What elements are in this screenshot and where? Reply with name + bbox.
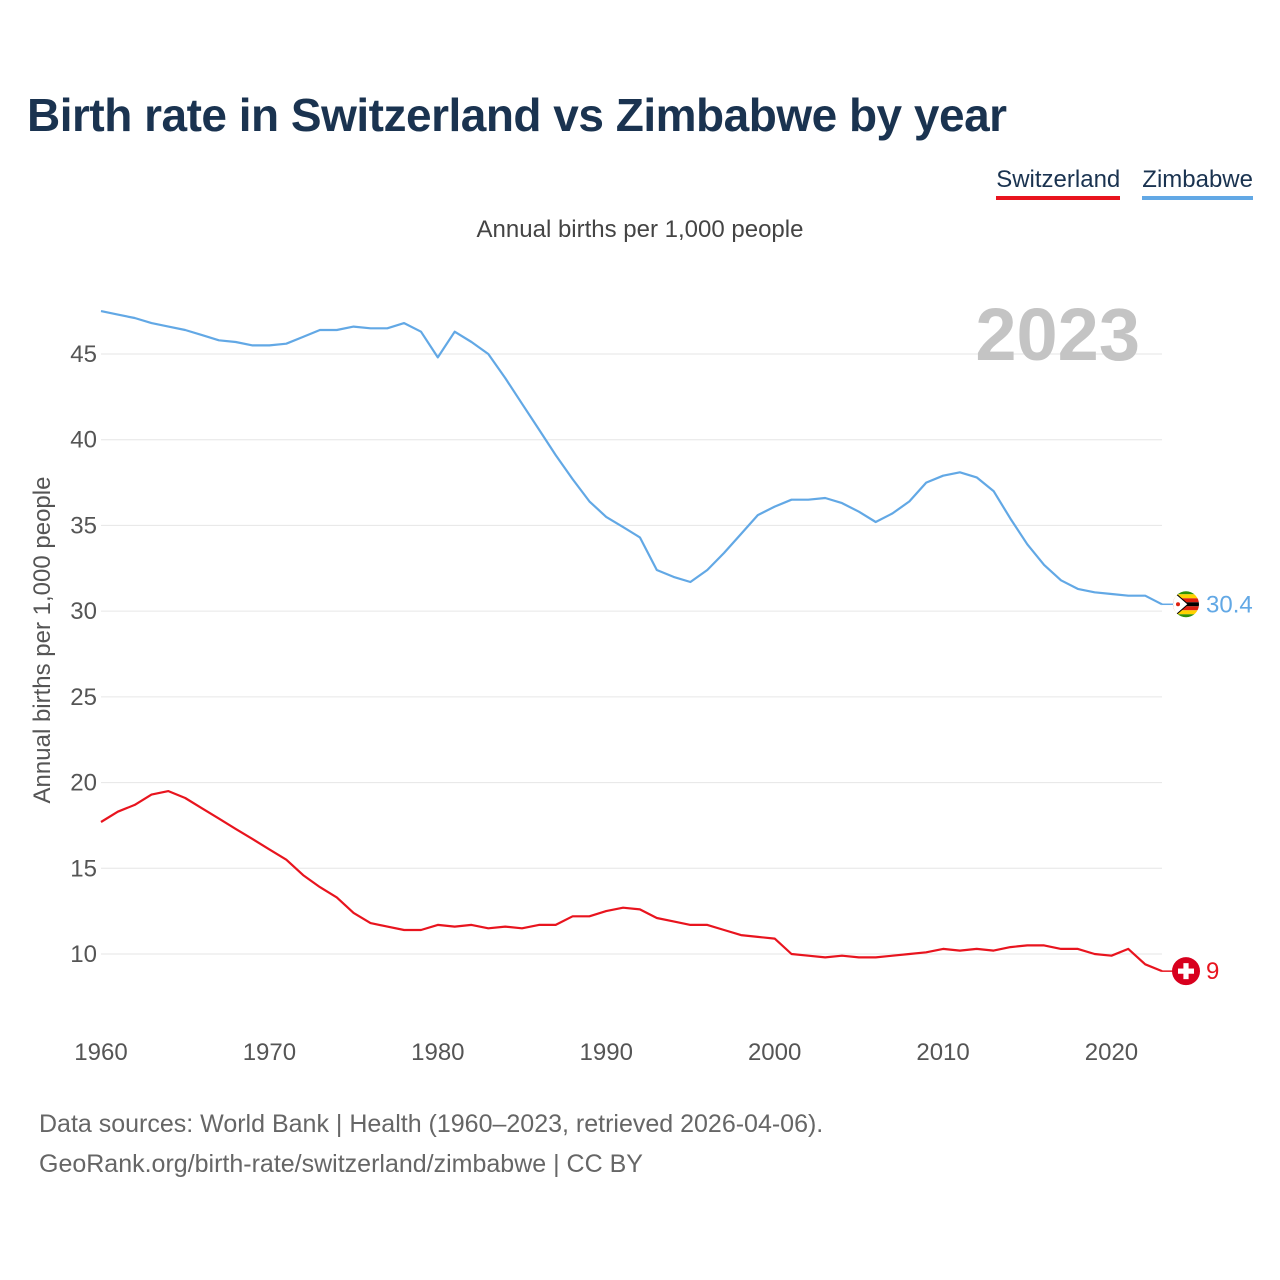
y-tick-label: 25 xyxy=(70,684,97,711)
x-tick-label: 1980 xyxy=(411,1039,464,1066)
y-tick-label: 40 xyxy=(70,427,97,454)
chart-subtitle: Annual births per 1,000 people xyxy=(476,216,804,243)
x-tick-label: 1960 xyxy=(74,1039,127,1066)
series-line-switzerland xyxy=(100,790,1163,973)
x-tick-label: 2020 xyxy=(1085,1039,1138,1066)
y-tick-label: 10 xyxy=(70,941,97,968)
x-tick-label: 1970 xyxy=(243,1039,296,1066)
x-tick-label: 1990 xyxy=(580,1039,633,1066)
y-tick-label: 20 xyxy=(70,770,97,797)
chart-title: Birth rate in Switzerland vs Zimbabwe by… xyxy=(27,89,1007,141)
grid xyxy=(101,353,1162,955)
y-tick-label: 15 xyxy=(70,855,97,882)
y-tick-label: 45 xyxy=(70,341,97,368)
x-axis-ticks: 1960 1970 1980 1990 2000 2010 2020 xyxy=(74,1039,1138,1066)
legend-item-zimbabwe[interactable]: Zimbabwe xyxy=(1142,166,1253,200)
x-tick-label: 2000 xyxy=(748,1039,801,1066)
y-tick-label: 35 xyxy=(70,512,97,539)
zimbabwe-flag-icon xyxy=(1173,591,1199,618)
switzerland-flag-icon xyxy=(1172,957,1200,986)
footer-link[interactable]: GeoRank.org/birth-rate/switzerland/zimba… xyxy=(39,1150,643,1178)
legend-item-switzerland[interactable]: Switzerland xyxy=(996,166,1121,200)
legend: Switzerland Zimbabwe xyxy=(996,166,1253,200)
y-axis-label: Annual births per 1,000 people xyxy=(29,477,56,804)
switzerland-end-label: 9 xyxy=(1206,958,1219,985)
zimbabwe-end-label: 30.4 xyxy=(1206,591,1253,618)
y-tick-label: 30 xyxy=(70,598,97,625)
footer: Data sources: World Bank | Health (1960–… xyxy=(39,1104,823,1184)
y-axis-ticks: 10 15 20 25 30 35 40 45 xyxy=(70,341,97,968)
series-lines xyxy=(100,310,1174,973)
year-label: 2023 xyxy=(975,293,1140,376)
footer-sources: Data sources: World Bank | Health (1960–… xyxy=(39,1110,824,1138)
x-tick-label: 2010 xyxy=(916,1039,969,1066)
series-line-zimbabwe xyxy=(100,310,1163,606)
